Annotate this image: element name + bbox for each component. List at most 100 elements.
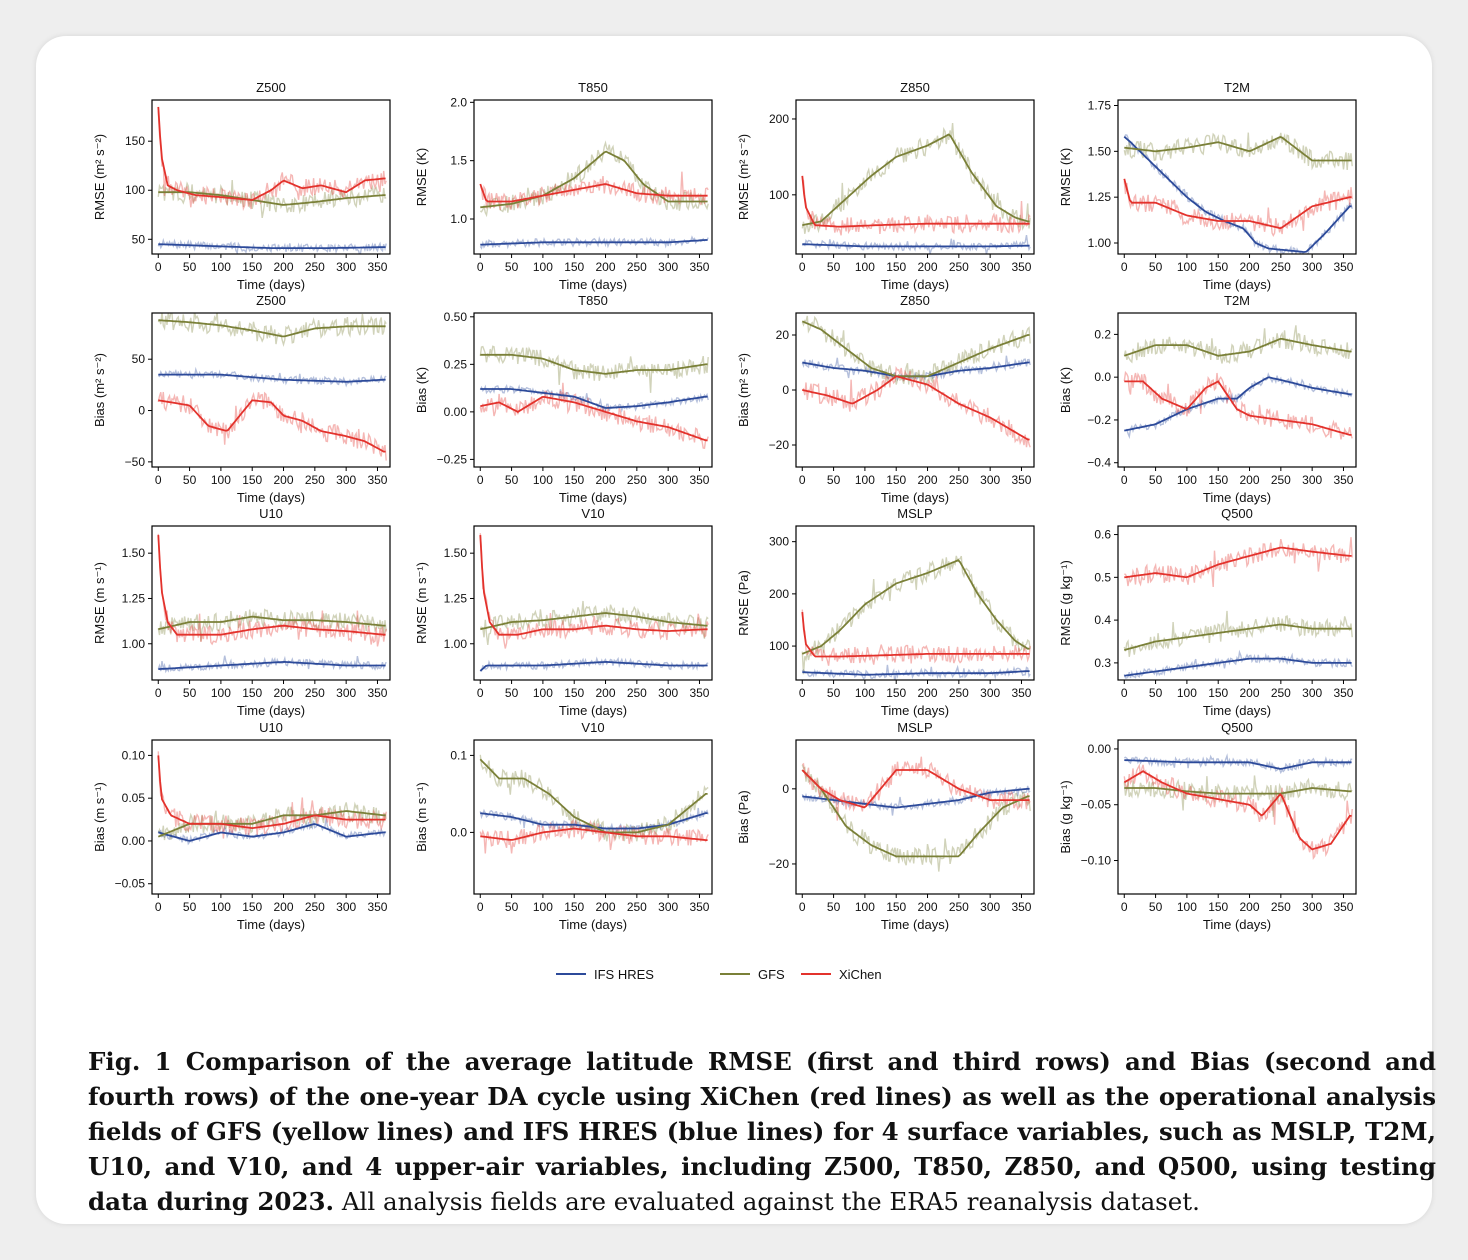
x-tick-label: 300 (980, 686, 1000, 700)
x-tick-label: 150 (564, 686, 584, 700)
series-line-xichen (1124, 380, 1352, 436)
y-tick-label: 1.50 (122, 546, 146, 560)
y-tick-label: −0.05 (1081, 798, 1112, 812)
y-tick-label: 50 (132, 352, 146, 366)
x-tick-label: 100 (1177, 900, 1197, 914)
panel-frame (473, 312, 713, 468)
x-tick-label: 200 (918, 900, 938, 914)
x-tick-label: 300 (658, 686, 678, 700)
y-tick-label: −20 (769, 438, 790, 452)
x-tick-label: 0 (155, 900, 162, 914)
x-tick-label: 300 (1302, 686, 1322, 700)
series-line-xichen (158, 399, 386, 453)
panel-frame (795, 739, 1035, 895)
y-tick-label: −50 (125, 455, 146, 469)
x-tick-label: 150 (242, 260, 262, 274)
x-tick-label: 200 (1240, 473, 1260, 487)
x-tick-label: 50 (505, 260, 519, 274)
x-axis-label: Time (days) (237, 277, 305, 292)
y-tick-label: 1.50 (1088, 144, 1112, 158)
y-tick-label: 0.0 (1094, 370, 1111, 384)
series-line-xichen (479, 183, 708, 203)
panel-4: Z500 0 50 100 150 200 250 300 350 −50 0 50 Time (day… (92, 293, 391, 505)
x-tick-label: 300 (336, 473, 356, 487)
x-axis-label: Time (days) (237, 917, 305, 932)
panel-title: U10 (259, 506, 283, 521)
x-tick-label: 150 (242, 686, 262, 700)
series-line-gfs (158, 191, 386, 206)
series-line-xichen (802, 375, 1030, 441)
y-tick-label: −0.4 (1087, 456, 1111, 470)
series-line-gfs (1124, 623, 1352, 651)
x-tick-label: 300 (1302, 260, 1322, 274)
panel-title: V10 (581, 720, 604, 735)
series-line-ifs-hres (158, 823, 386, 842)
y-tick-label: 1.75 (1088, 99, 1112, 113)
panel-lines (479, 533, 709, 672)
x-tick-label: 100 (1177, 473, 1197, 487)
series-line-gfs (158, 615, 386, 631)
y-tick-label: 1.50 (444, 546, 468, 560)
series-line-xichen (480, 827, 708, 841)
panel-12: U10 0 50 100 150 200 250 300 350 −0.05 0.00 0.05 0.1… (92, 720, 391, 932)
y-axis-label: Bias (Pa) (736, 790, 751, 843)
y-tick-label: 0.10 (122, 748, 146, 762)
x-axis-label: Time (days) (237, 703, 305, 718)
x-tick-label: 250 (627, 473, 647, 487)
panel-frame (1117, 739, 1357, 895)
x-tick-label: 0 (477, 473, 484, 487)
x-tick-label: 100 (211, 900, 231, 914)
x-tick-label: 250 (949, 686, 969, 700)
panel-lines (1123, 537, 1353, 679)
x-axis-label: Time (days) (881, 703, 949, 718)
y-tick-label: 200 (769, 112, 789, 126)
panel-8: U10 0 50 100 150 200 250 300 350 1.00 1.25 1.50 Time… (92, 506, 391, 718)
series-line-xichen (157, 755, 386, 830)
x-tick-label: 300 (980, 900, 1000, 914)
legend-label: IFS HRES (594, 967, 654, 982)
x-axis-label: Time (days) (559, 703, 627, 718)
x-tick-label: 350 (1011, 900, 1031, 914)
panel-lines (479, 345, 709, 449)
x-tick-label: 100 (1177, 260, 1197, 274)
series-line-gfs (480, 612, 708, 631)
panel-15: Q500 0 50 100 150 200 250 300 350 −0.10 −0.05 0.00 T… (1058, 720, 1357, 932)
x-tick-label: 150 (564, 900, 584, 914)
series-line-xichen (1123, 178, 1352, 230)
panel-frame (795, 99, 1035, 255)
x-tick-label: 100 (1177, 686, 1197, 700)
x-tick-label: 100 (211, 260, 231, 274)
x-axis-label: Time (days) (559, 917, 627, 932)
y-axis-label: RMSE (m s⁻¹) (414, 562, 429, 644)
panel-14: MSLP 0 50 100 150 200 250 300 350 −20 0 Time (days)… (736, 720, 1035, 932)
y-tick-label: 1.25 (1088, 190, 1112, 204)
panel-lines (801, 315, 1031, 448)
series-line-ifs-hres (480, 388, 708, 409)
panel-3: T2M 0 50 100 150 200 250 300 350 1.00 1.25 1.50 1.75… (1058, 80, 1357, 292)
panel-title: Z500 (256, 293, 286, 308)
x-tick-label: 200 (274, 473, 294, 487)
x-tick-label: 350 (1333, 260, 1353, 274)
panel-frame (151, 99, 391, 255)
series-line-xichen (1124, 546, 1352, 579)
y-tick-label: 200 (769, 587, 789, 601)
x-tick-label: 300 (658, 473, 678, 487)
x-tick-label: 250 (1271, 686, 1291, 700)
x-tick-label: 350 (689, 900, 709, 914)
series-line-ifs-hres (158, 243, 386, 249)
x-tick-label: 350 (367, 686, 387, 700)
panel-frame (1117, 525, 1357, 681)
panel-title: T850 (578, 80, 608, 95)
series-raw-gfs (480, 140, 709, 218)
y-axis-label: Bias (m s⁻¹) (92, 782, 107, 852)
legend-label: GFS (758, 967, 785, 982)
panel-frame (473, 739, 713, 895)
panel-title: Z850 (900, 293, 930, 308)
series-line-gfs (1123, 338, 1352, 357)
y-tick-label: 100 (769, 639, 789, 653)
x-tick-label: 50 (1149, 900, 1163, 914)
x-tick-label: 300 (1302, 473, 1322, 487)
x-tick-label: 200 (1240, 686, 1260, 700)
y-tick-label: 1.5 (450, 154, 467, 168)
x-tick-label: 250 (1271, 260, 1291, 274)
